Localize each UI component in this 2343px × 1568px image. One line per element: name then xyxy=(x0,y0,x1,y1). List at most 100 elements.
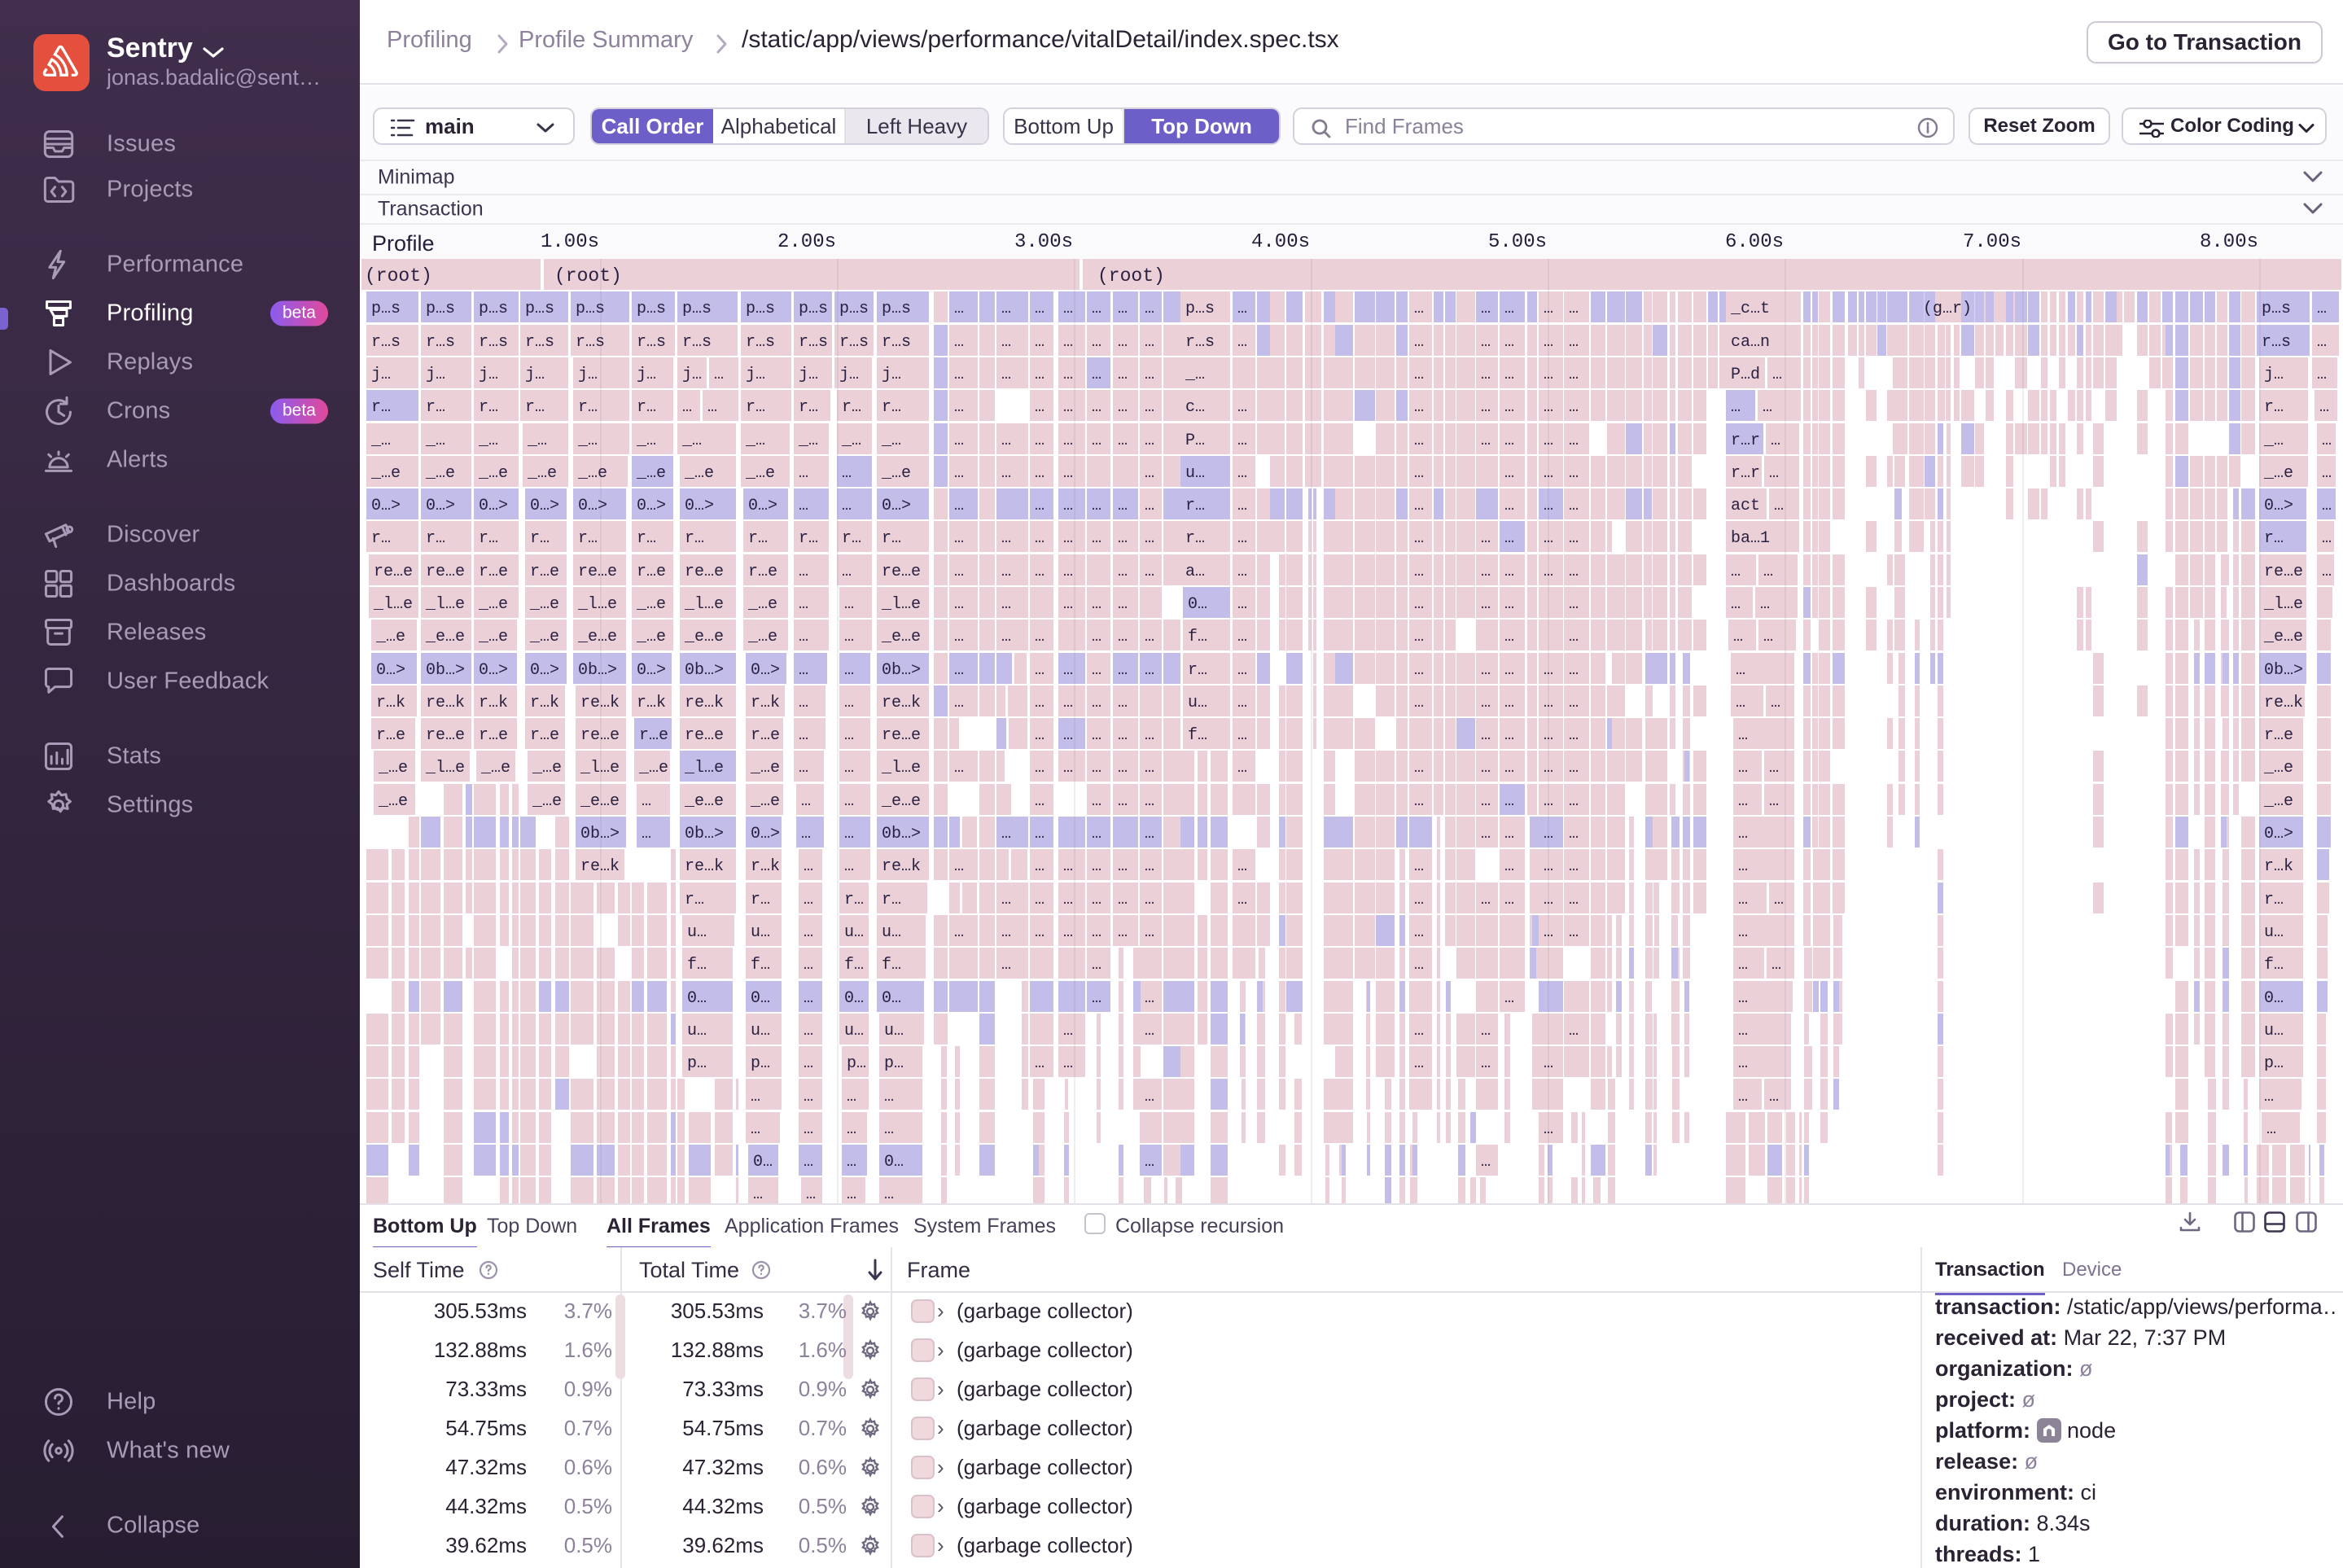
svg-text:r…e: r…e xyxy=(479,726,508,745)
svg-text:…: … xyxy=(1569,398,1579,417)
svg-text:_…e: _…e xyxy=(636,464,666,483)
svg-text:re…e: re…e xyxy=(685,726,724,745)
svg-text:…: … xyxy=(954,366,964,384)
svg-text:…: … xyxy=(1237,300,1247,318)
svg-text:P…: P… xyxy=(1185,431,1205,450)
svg-text:r…: r… xyxy=(578,398,598,417)
svg-text:r…k: r…k xyxy=(751,694,780,712)
svg-text:r…: r… xyxy=(1185,529,1205,548)
svg-text:…: … xyxy=(799,464,808,483)
svg-text:…: … xyxy=(1481,563,1491,581)
svg-text:…: … xyxy=(1237,595,1247,614)
svg-text:…: … xyxy=(1118,661,1128,680)
svg-text:…: … xyxy=(1569,891,1579,909)
svg-text:_…e: _…e xyxy=(480,759,510,777)
svg-text:…: … xyxy=(1092,398,1101,417)
svg-text:…: … xyxy=(1092,300,1101,318)
svg-text:…: … xyxy=(1481,661,1491,680)
svg-text:…: … xyxy=(1481,726,1491,745)
svg-text:re…e: re…e xyxy=(882,563,921,581)
svg-text:u…: u… xyxy=(884,1022,904,1040)
svg-text:…: … xyxy=(1481,398,1491,417)
svg-text:_…e: _…e xyxy=(378,792,408,811)
svg-text:_…e: _…e xyxy=(375,628,405,646)
svg-text:re…e: re…e xyxy=(882,726,921,745)
svg-text:…: … xyxy=(844,628,854,646)
svg-text:_…e: _…e xyxy=(881,464,911,483)
svg-text:re…e: re…e xyxy=(685,563,724,581)
svg-text:…: … xyxy=(1544,759,1553,777)
svg-text:0b…>: 0b…> xyxy=(882,825,921,843)
svg-text:r…: r… xyxy=(685,529,704,548)
svg-text:…: … xyxy=(844,857,854,876)
svg-text:…: … xyxy=(1035,563,1044,581)
svg-text:…: … xyxy=(1414,497,1424,515)
svg-text:r…e: r…e xyxy=(530,563,559,581)
svg-text:0…>: 0…> xyxy=(637,661,666,680)
svg-text:…: … xyxy=(799,497,808,515)
svg-text:…: … xyxy=(1504,759,1514,777)
svg-text:…: … xyxy=(1733,628,1743,646)
svg-text:f…: f… xyxy=(1188,628,1207,646)
svg-text:ba…1: ba…1 xyxy=(1731,529,1770,548)
svg-text:…: … xyxy=(1145,563,1154,581)
svg-text:…: … xyxy=(1569,923,1579,942)
svg-text:r…: r… xyxy=(578,529,598,548)
svg-text:…: … xyxy=(804,1022,813,1040)
svg-text:…: … xyxy=(1569,661,1579,680)
svg-text:_…: _… xyxy=(370,431,391,450)
svg-text:0…: 0… xyxy=(882,989,901,1008)
svg-text:…: … xyxy=(1414,1054,1424,1073)
svg-text:…: … xyxy=(1063,694,1073,712)
svg-text:_…: _… xyxy=(527,431,547,450)
svg-text:_e…e: _e…e xyxy=(577,628,617,646)
svg-text:…: … xyxy=(801,825,811,843)
svg-text:…: … xyxy=(1092,792,1101,811)
svg-text:…: … xyxy=(1063,661,1073,680)
svg-text:0…>: 0…> xyxy=(751,825,780,843)
svg-text:…: … xyxy=(1544,529,1553,548)
svg-text:…: … xyxy=(1035,891,1044,909)
svg-text:…: … xyxy=(1414,529,1424,548)
svg-text:…: … xyxy=(1035,759,1044,777)
svg-text:…: … xyxy=(844,595,854,614)
svg-text:…: … xyxy=(1237,563,1247,581)
svg-text:…: … xyxy=(1145,300,1154,318)
svg-text:j…: j… xyxy=(637,366,656,384)
svg-text:r…: r… xyxy=(371,398,391,417)
svg-text:…: … xyxy=(1504,595,1514,614)
svg-text:P…d: P…d xyxy=(1731,366,1760,384)
svg-text:0…>: 0…> xyxy=(748,497,777,515)
svg-text:r…s: r…s xyxy=(426,333,455,352)
svg-text:…: … xyxy=(1092,431,1101,450)
svg-text:…: … xyxy=(1504,300,1514,318)
svg-text:…: … xyxy=(2322,529,2332,548)
svg-text:…: … xyxy=(1569,563,1579,581)
svg-text:…: … xyxy=(1544,398,1553,417)
svg-text:f…: f… xyxy=(751,956,770,975)
svg-text:0b…>: 0b…> xyxy=(685,825,724,843)
svg-text:…: … xyxy=(1481,366,1491,384)
svg-text:…: … xyxy=(1504,333,1514,352)
svg-text:…: … xyxy=(2319,398,2329,417)
svg-text:…: … xyxy=(1092,759,1101,777)
svg-text:p…s: p…s xyxy=(371,300,401,318)
svg-text:_l…e: _l…e xyxy=(373,595,413,614)
svg-text:…: … xyxy=(1504,661,1514,680)
svg-text:…: … xyxy=(1504,464,1514,483)
svg-text:…: … xyxy=(1569,628,1579,646)
svg-text:r…k: r…k xyxy=(376,694,405,712)
svg-text:…: … xyxy=(1414,956,1424,975)
svg-text:…: … xyxy=(799,563,808,581)
svg-text:…: … xyxy=(1118,333,1128,352)
svg-text:…: … xyxy=(1145,1088,1154,1106)
svg-text:…: … xyxy=(1063,431,1073,450)
svg-text:_…e: _…e xyxy=(2263,464,2293,483)
svg-text:r…: r… xyxy=(746,398,765,417)
svg-text:r…: r… xyxy=(842,529,861,548)
svg-text:…: … xyxy=(842,563,852,581)
svg-text:…: … xyxy=(1481,891,1491,909)
svg-text:r…: r… xyxy=(426,398,445,417)
svg-text:…: … xyxy=(1237,759,1247,777)
svg-text:0b…>: 0b…> xyxy=(685,661,724,680)
